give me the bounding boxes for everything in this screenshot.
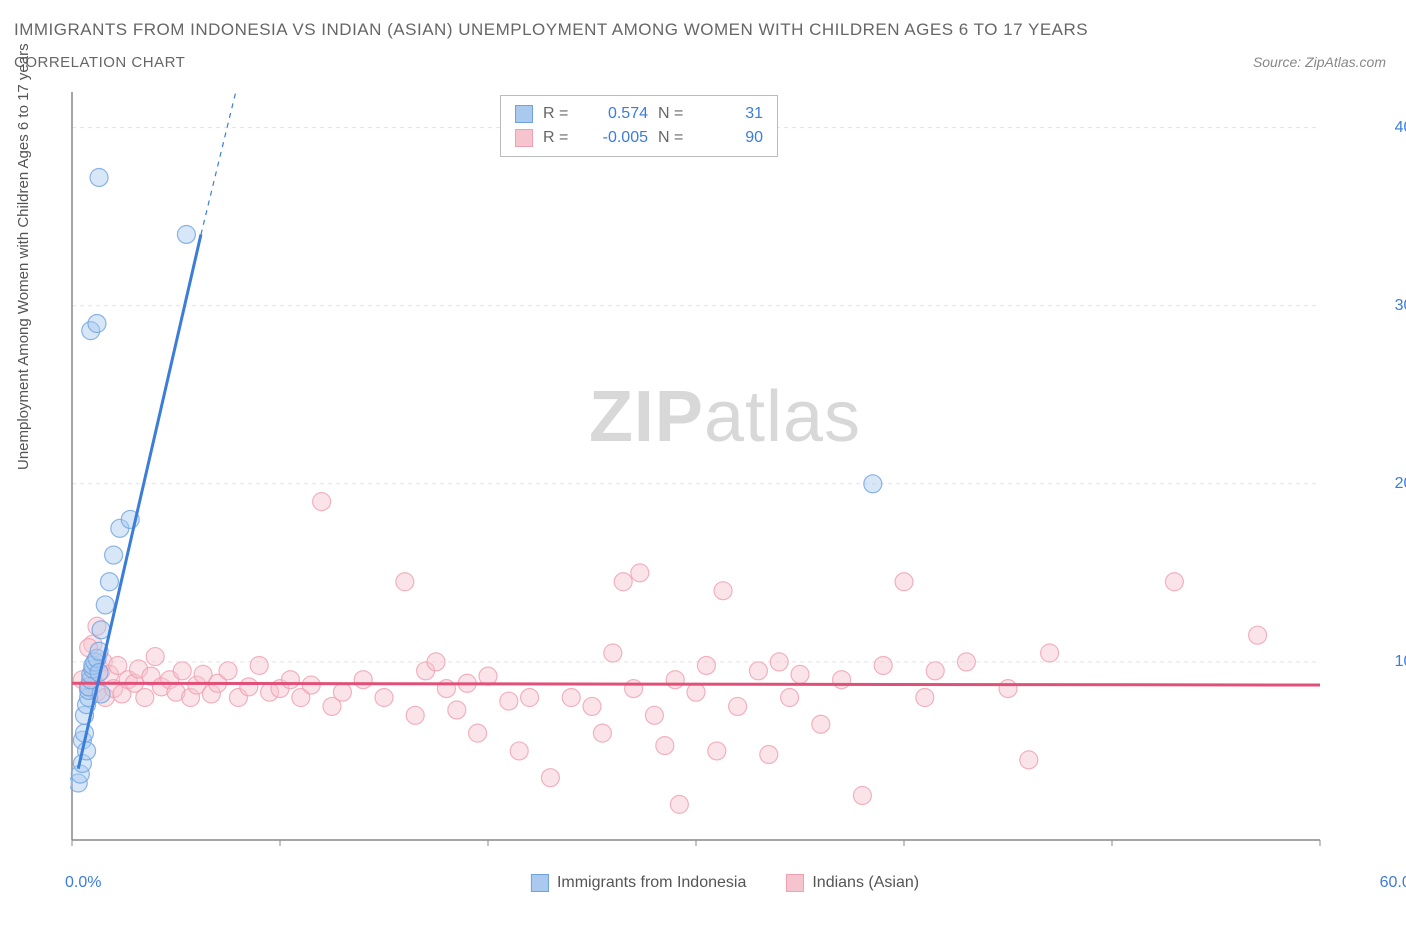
legend-item-indians: Indians (Asian) [786, 874, 919, 892]
legend-label-indonesia: Immigrants from Indonesia [557, 874, 746, 892]
y-tick-label: 40.0% [1395, 119, 1406, 137]
swatch-indonesia-icon [531, 874, 549, 892]
y-tick-label: 20.0% [1395, 475, 1406, 493]
x-tick-last: 60.0% [1380, 874, 1406, 892]
legend-series: Immigrants from Indonesia Indians (Asian… [531, 874, 919, 892]
swatch-indonesia [515, 105, 533, 123]
source-attribution: Source: ZipAtlas.com [1253, 54, 1386, 70]
swatch-indians-icon [786, 874, 804, 892]
y-axis-label: Unemployment Among Women with Children A… [15, 43, 32, 470]
legend-label-indians: Indians (Asian) [812, 874, 919, 892]
legend-correlation: R = 0.574 N = 31 R = -0.005 N = 90 [500, 95, 778, 157]
legend-item-indonesia: Immigrants from Indonesia [531, 874, 746, 892]
y-tick-label: 30.0% [1395, 297, 1406, 315]
chart-title: IMMIGRANTS FROM INDONESIA VS INDIAN (ASI… [14, 20, 1088, 40]
legend-row-indians: R = -0.005 N = 90 [515, 126, 763, 150]
chart-subtitle: CORRELATION CHART [14, 54, 185, 71]
scatter-chart-svg [70, 90, 1380, 868]
y-tick-label: 10.0% [1395, 653, 1406, 671]
x-tick-first: 0.0% [65, 874, 101, 892]
chart-area: ZIPatlas R = 0.574 N = 31 R = -0.005 N =… [70, 90, 1380, 868]
legend-row-indonesia: R = 0.574 N = 31 [515, 102, 763, 126]
swatch-indians [515, 129, 533, 147]
